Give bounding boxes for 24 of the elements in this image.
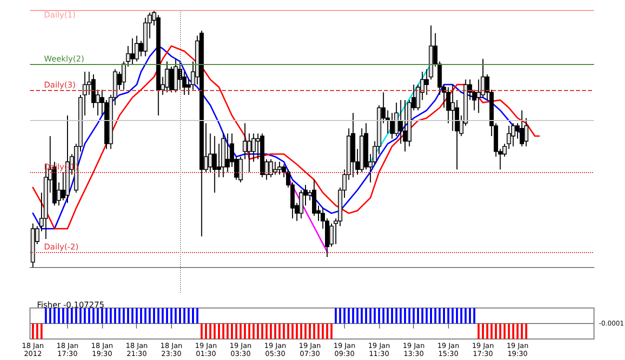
ref-line-label: Daily(-2) — [44, 242, 78, 252]
candlestick — [480, 58, 486, 98]
candlestick — [402, 100, 408, 152]
candlestick — [130, 38, 135, 65]
candlestick — [268, 158, 274, 178]
candlestick — [247, 132, 252, 173]
ref-line-label: Daily(1) — [44, 10, 76, 20]
candlestick — [506, 125, 512, 150]
ref-line-label: Daily(3) — [44, 80, 76, 90]
candlestick — [329, 223, 334, 248]
ref-line-label: Weekly(2) — [44, 54, 84, 64]
candlestick — [225, 132, 230, 173]
chart-title: Fisher -0.107275 — [37, 300, 104, 310]
candlestick — [520, 110, 524, 147]
candlestick — [91, 74, 96, 108]
candlestick — [134, 35, 139, 62]
candlestick — [277, 161, 282, 176]
candlestick — [212, 136, 217, 194]
candlestick — [502, 143, 507, 158]
candlestick — [164, 60, 170, 93]
candlestick — [238, 156, 243, 183]
candlestick — [242, 122, 248, 160]
candlestick — [390, 112, 394, 140]
candlestick — [454, 100, 460, 170]
